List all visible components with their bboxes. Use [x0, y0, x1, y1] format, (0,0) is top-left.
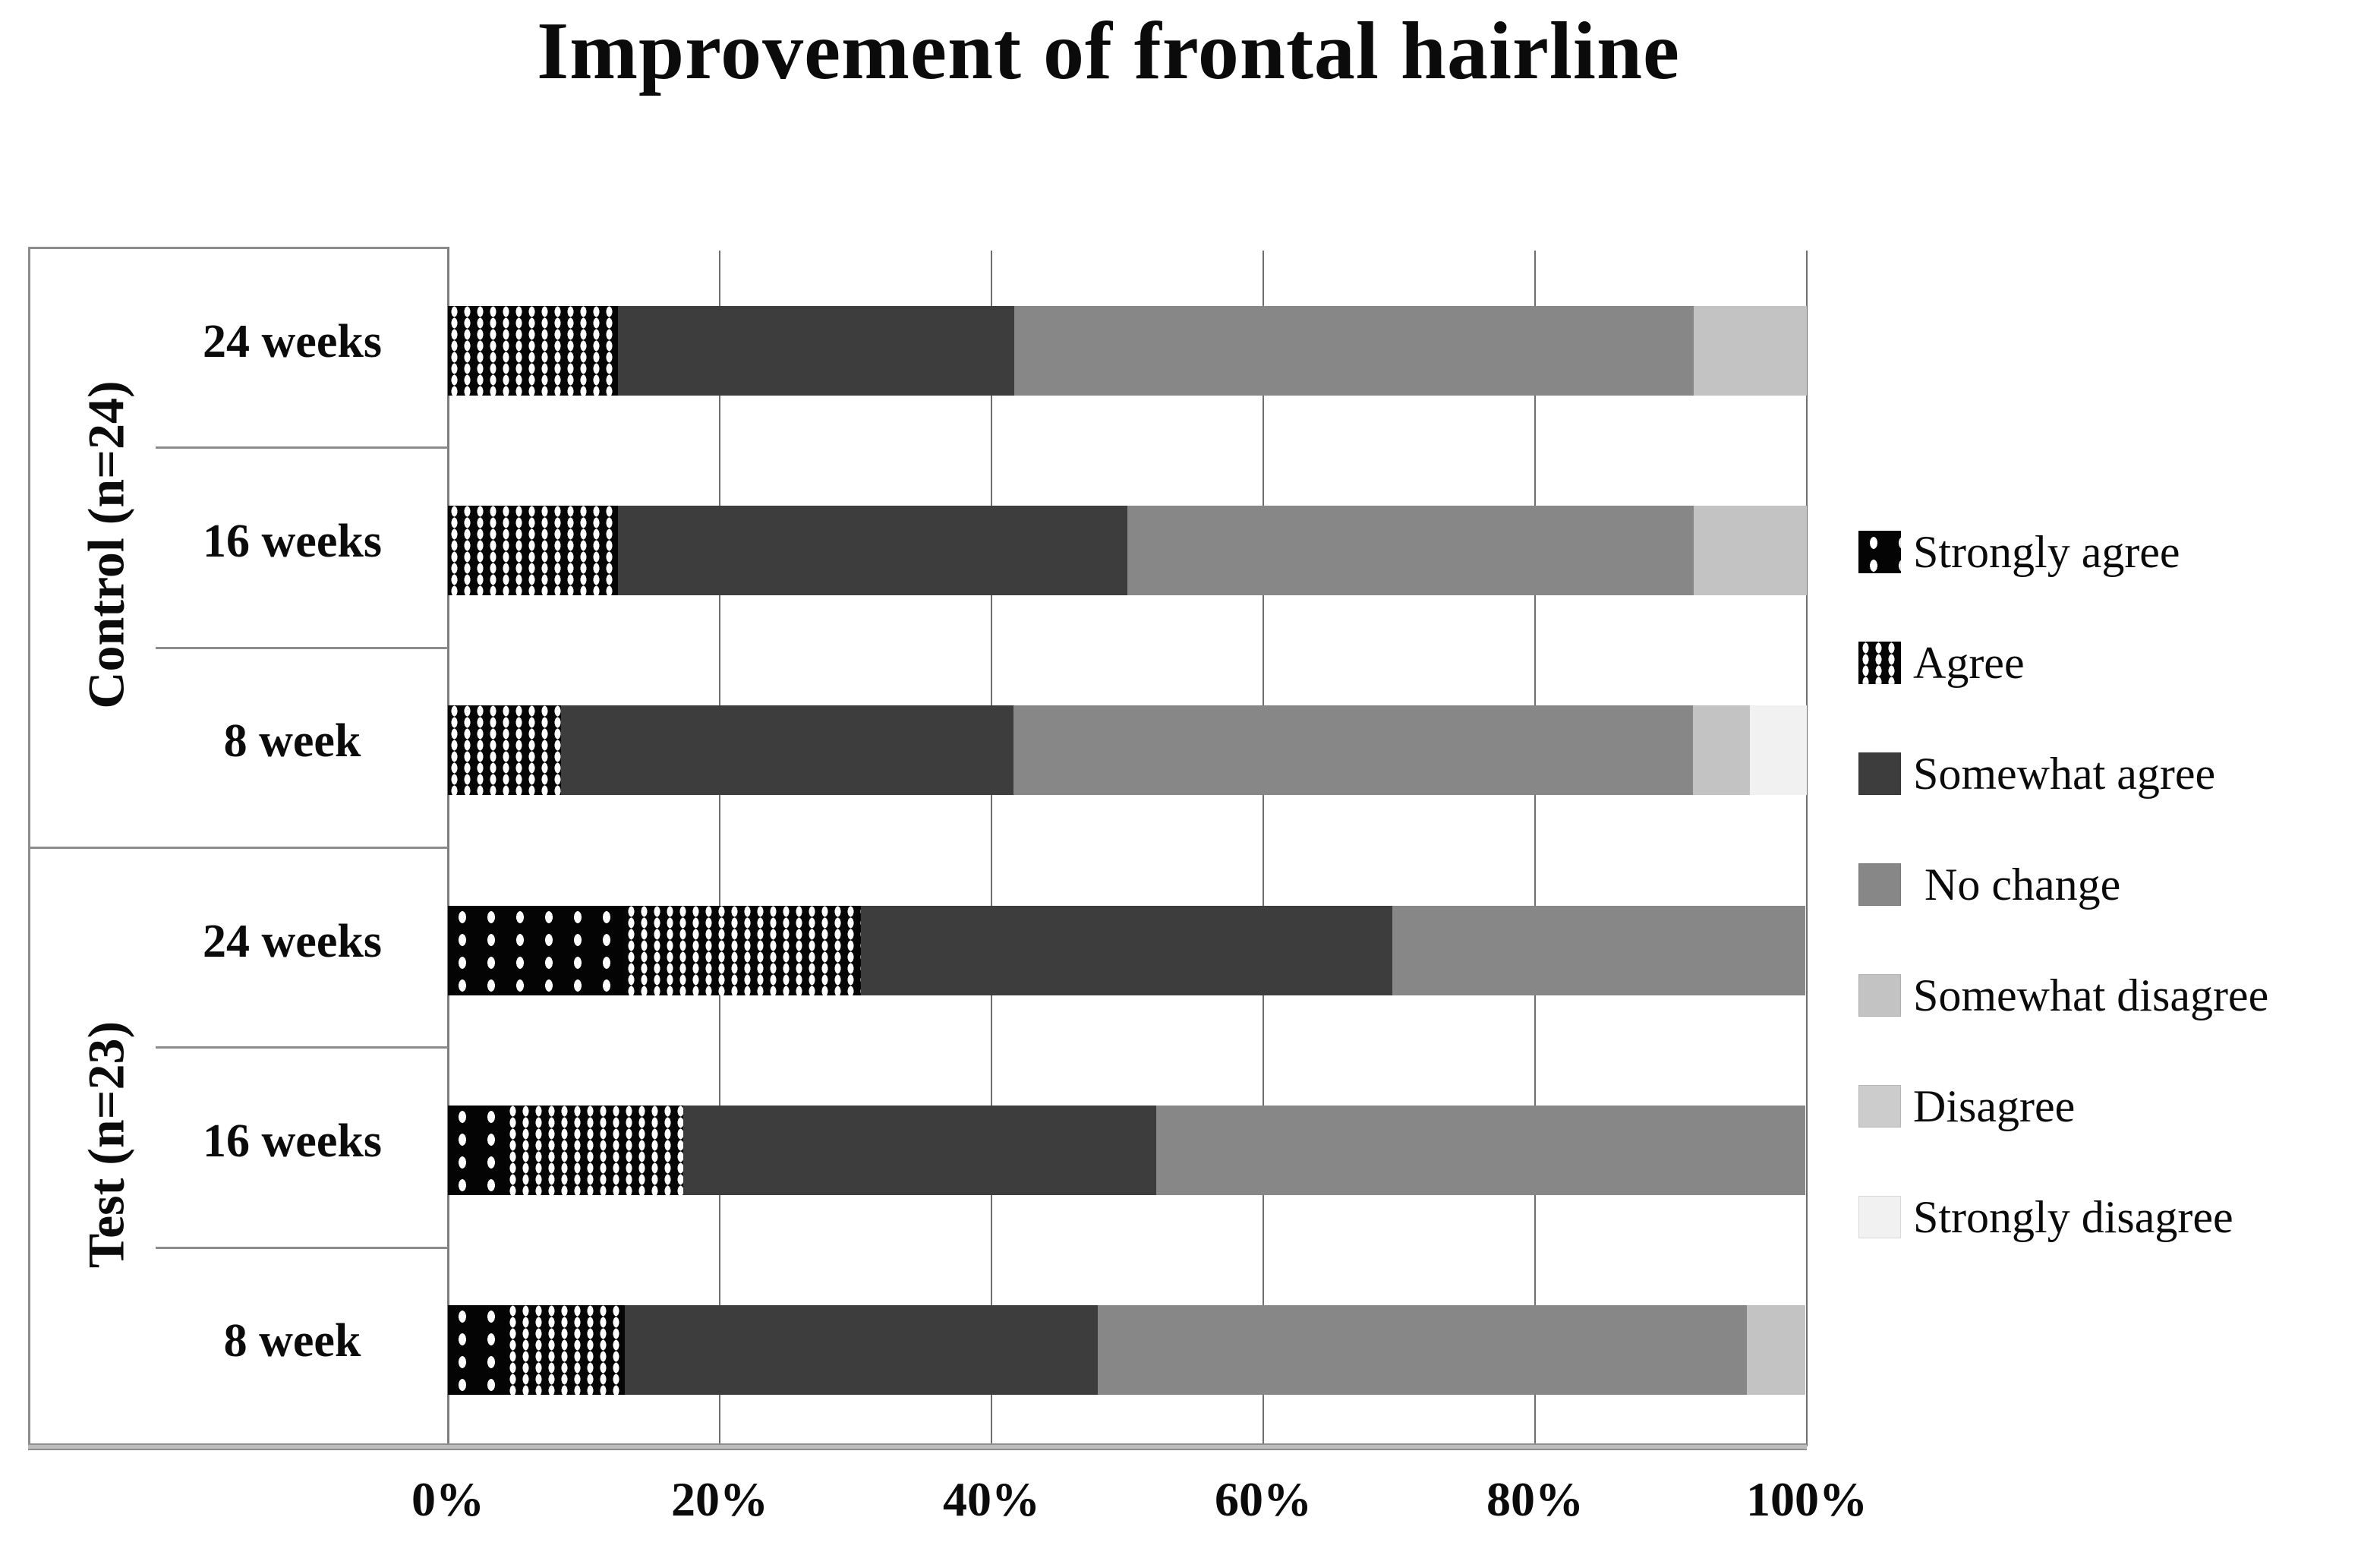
gridline [719, 251, 720, 1446]
group-divider [28, 847, 448, 849]
legend-label: Somewhat disagree [1913, 970, 2269, 1020]
bar-row [448, 1305, 1807, 1396]
table-top-border [28, 247, 448, 249]
bar-segment-agree [448, 506, 618, 595]
bar-segment-somewhat_agree [560, 705, 1013, 796]
group-label: Test (n=23) [77, 1020, 135, 1269]
bar-segment-somewhat_agree [617, 506, 1127, 595]
gridline [991, 251, 992, 1446]
category-label: 24 weeks [203, 915, 382, 967]
bar-segment-no_change [1014, 305, 1694, 396]
gridline [1806, 251, 1808, 1446]
gridline [1534, 251, 1536, 1446]
x-axis-tick-label: 60% [1215, 1472, 1312, 1526]
bar-segment-somewhat_disagree [1747, 1305, 1806, 1396]
legend-label: Strongly disagree [1913, 1192, 2233, 1242]
category-label: 16 weeks [203, 516, 382, 567]
bar-segment-agree [624, 905, 862, 995]
legend-label: Disagree [1913, 1081, 2076, 1131]
bar-segment-somewhat_agree [861, 905, 1393, 995]
bar-row [448, 905, 1807, 995]
category-label: 8 week [223, 715, 361, 768]
bar-segment-somewhat_agree [624, 1305, 1098, 1396]
legend-swatch-no_change [1858, 863, 1901, 906]
x-axis-tick-label: 0% [411, 1472, 484, 1526]
bar-segment-somewhat_disagree [1694, 305, 1807, 396]
category-label: 8 week [223, 1315, 361, 1367]
bar-segment-agree [506, 1305, 625, 1396]
plot-area [447, 247, 1808, 1446]
legend-swatch-somewhat_disagree [1858, 974, 1901, 1017]
bar-row [448, 705, 1807, 796]
x-axis-tick-label: 20% [671, 1472, 768, 1526]
group-label: Control (n=24) [77, 380, 135, 709]
bar-segment-somewhat_disagree [1694, 506, 1807, 595]
x-axis-tick-label: 40% [943, 1472, 1040, 1526]
gridline [447, 247, 449, 1446]
legend-swatch-strongly_disagree [1858, 1196, 1901, 1238]
chart-title: Improvement of frontal hairline [537, 6, 1680, 96]
bar-row [448, 305, 1807, 396]
legend-label: Somewhat agree [1913, 749, 2216, 799]
bar-row [448, 506, 1807, 595]
bar-segment-strongly_disagree [1749, 705, 1807, 796]
gridline [1263, 251, 1264, 1446]
legend-label: Strongly agree [1913, 527, 2180, 577]
legend-swatch-strongly_agree [1858, 531, 1901, 573]
legend-swatch-somewhat_agree [1858, 752, 1901, 795]
bar-segment-no_change [1097, 1305, 1748, 1396]
bar-segment-agree [448, 305, 618, 396]
x-axis-line [28, 1443, 1807, 1450]
category-divider [156, 1246, 448, 1249]
bar-segment-somewhat_disagree [1692, 705, 1750, 796]
bar-segment-strongly_agree [448, 1106, 506, 1195]
category-divider [156, 446, 448, 449]
category-label: 16 weeks [203, 1115, 382, 1167]
legend-swatch-disagree [1858, 1085, 1901, 1128]
legend-label: Agree [1913, 638, 2025, 688]
bar-segment-strongly_agree [448, 905, 625, 995]
category-divider [156, 646, 448, 649]
bar-segment-agree [448, 705, 561, 796]
bar-segment-strongly_agree [448, 1305, 506, 1396]
bar-segment-somewhat_agree [682, 1106, 1156, 1195]
x-axis-tick-label: 80% [1486, 1472, 1584, 1526]
legend-label: No change [1913, 860, 2121, 910]
bar-segment-no_change [1013, 705, 1693, 796]
x-axis-tick-label: 100% [1746, 1472, 1868, 1526]
bar-segment-agree [506, 1106, 683, 1195]
category-label: 24 weeks [203, 315, 382, 367]
bar-segment-no_change [1392, 905, 1806, 995]
category-divider [156, 1046, 448, 1049]
bar-segment-no_change [1155, 1106, 1806, 1195]
bar-segment-somewhat_agree [617, 305, 1015, 396]
legend-swatch-agree [1858, 642, 1901, 684]
bar-row [448, 1106, 1807, 1195]
bar-segment-no_change [1127, 506, 1694, 595]
